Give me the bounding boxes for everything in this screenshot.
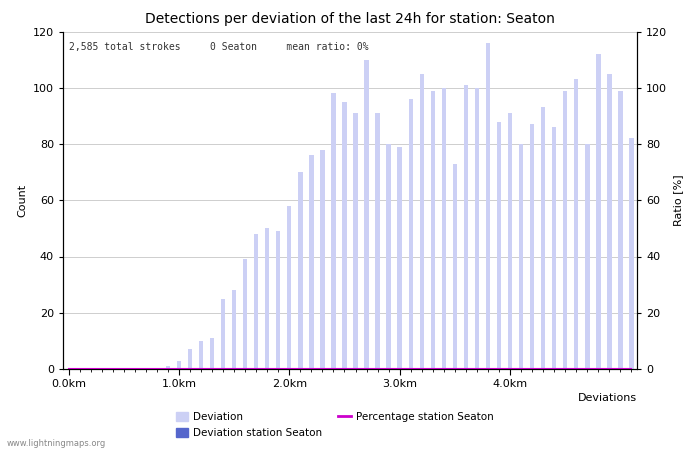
Bar [342,102,346,369]
Y-axis label: Count: Count [18,184,27,217]
Bar [210,338,214,369]
Bar [265,228,270,369]
Legend: Deviation, Deviation station Seaton, Percentage station Seaton: Deviation, Deviation station Seaton, Per… [172,408,498,442]
Title: Detections per deviation of the last 24h for station: Seaton: Detections per deviation of the last 24h… [145,12,555,26]
Bar [386,144,391,369]
Bar [530,124,534,369]
Text: 2,585 total strokes     0 Seaton     mean ratio: 0%: 2,585 total strokes 0 Seaton mean ratio:… [69,42,368,52]
Bar [375,113,380,369]
Bar [276,231,281,369]
Bar [419,74,424,369]
Bar [254,234,258,369]
Bar [298,172,302,369]
Bar [243,259,247,369]
Bar [188,349,192,369]
Y-axis label: Ratio [%]: Ratio [%] [673,175,682,226]
Bar [232,290,237,369]
Bar [331,94,336,369]
Bar [453,164,457,369]
Bar [199,341,203,369]
Bar [166,366,170,369]
Bar [398,147,402,369]
Bar [552,127,557,369]
Bar [475,88,479,369]
Bar [221,299,225,369]
Bar [585,144,589,369]
Text: www.lightningmaps.org: www.lightningmaps.org [7,439,106,448]
Bar [176,360,181,369]
Bar [463,85,468,369]
Bar [354,113,358,369]
Bar [309,155,314,369]
Text: Deviations: Deviations [578,392,637,403]
Bar [508,113,512,369]
Bar [486,43,490,369]
Bar [497,122,501,369]
Bar [618,90,623,369]
Bar [287,206,291,369]
Bar [519,144,524,369]
Bar [430,90,435,369]
Bar [596,54,601,369]
Bar [320,149,325,369]
Bar [541,108,545,369]
Bar [607,74,612,369]
Bar [442,88,446,369]
Bar [629,139,634,369]
Bar [574,79,578,369]
Bar [563,90,568,369]
Bar [409,99,413,369]
Bar [365,59,369,369]
